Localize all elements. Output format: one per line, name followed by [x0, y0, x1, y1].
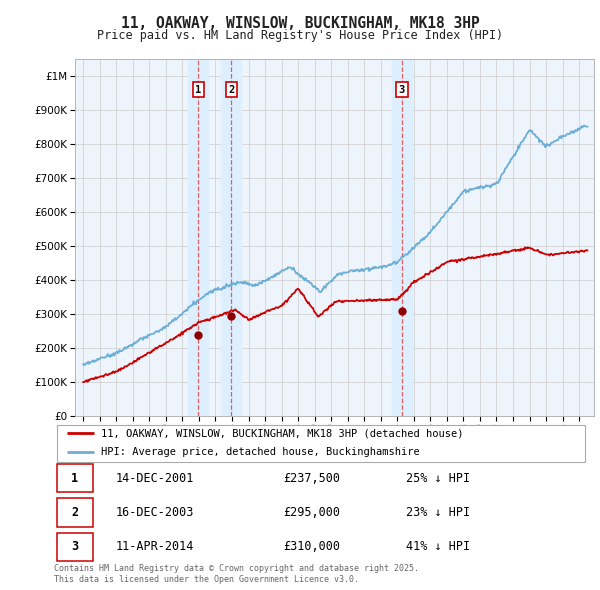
Text: 41% ↓ HPI: 41% ↓ HPI [406, 540, 470, 553]
Text: 11, OAKWAY, WINSLOW, BUCKINGHAM, MK18 3HP: 11, OAKWAY, WINSLOW, BUCKINGHAM, MK18 3H… [121, 16, 479, 31]
Text: 14-DEC-2001: 14-DEC-2001 [115, 471, 194, 485]
Bar [188, 59, 208, 416]
Text: 1: 1 [71, 471, 79, 485]
Text: HPI: Average price, detached house, Buckinghamshire: HPI: Average price, detached house, Buck… [101, 447, 420, 457]
Bar [392, 59, 412, 416]
Text: £310,000: £310,000 [284, 540, 341, 553]
Text: £237,500: £237,500 [284, 471, 341, 485]
Text: 11, OAKWAY, WINSLOW, BUCKINGHAM, MK18 3HP (detached house): 11, OAKWAY, WINSLOW, BUCKINGHAM, MK18 3H… [101, 428, 463, 438]
Text: 2: 2 [71, 506, 79, 519]
FancyBboxPatch shape [56, 499, 93, 526]
Text: £295,000: £295,000 [284, 506, 341, 519]
Text: 23% ↓ HPI: 23% ↓ HPI [406, 506, 470, 519]
Text: 16-DEC-2003: 16-DEC-2003 [115, 506, 194, 519]
FancyBboxPatch shape [56, 464, 93, 492]
Text: 1: 1 [195, 84, 202, 94]
Text: 25% ↓ HPI: 25% ↓ HPI [406, 471, 470, 485]
Text: 3: 3 [399, 84, 405, 94]
Text: 11-APR-2014: 11-APR-2014 [115, 540, 194, 553]
Text: 2: 2 [228, 84, 235, 94]
Text: 3: 3 [71, 540, 79, 553]
FancyBboxPatch shape [56, 533, 93, 560]
Bar [221, 59, 241, 416]
FancyBboxPatch shape [56, 425, 586, 461]
Text: Price paid vs. HM Land Registry's House Price Index (HPI): Price paid vs. HM Land Registry's House … [97, 30, 503, 42]
Text: Contains HM Land Registry data © Crown copyright and database right 2025.: Contains HM Land Registry data © Crown c… [54, 565, 419, 573]
Text: This data is licensed under the Open Government Licence v3.0.: This data is licensed under the Open Gov… [54, 575, 359, 584]
